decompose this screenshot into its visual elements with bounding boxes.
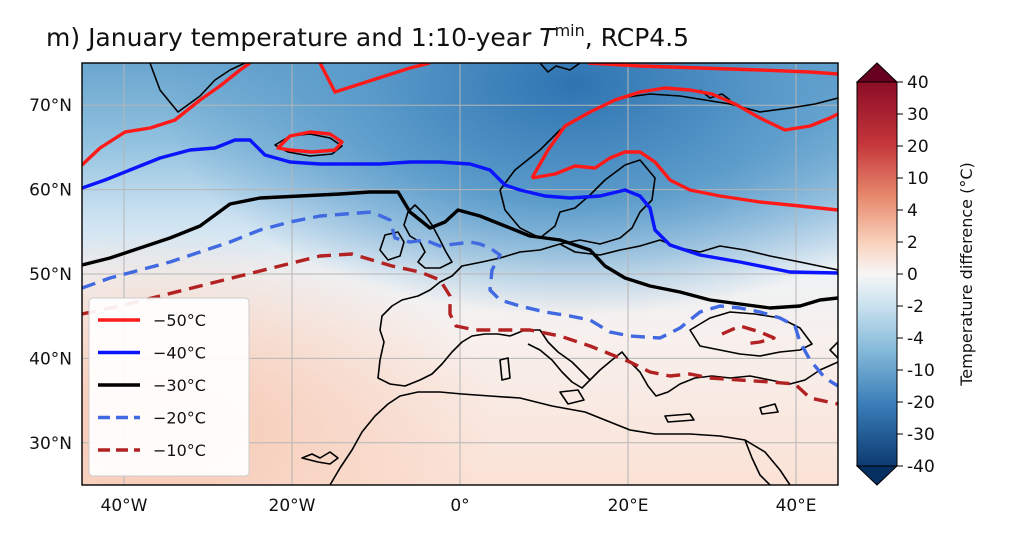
contour-minus40: [82, 138, 838, 275]
colorbar-tick-label: 20: [907, 137, 929, 157]
legend-entry: −40°C: [98, 344, 206, 363]
contour-minus20: [82, 210, 838, 388]
coast-canary: [301, 451, 339, 465]
legend-label: −10°C: [153, 441, 206, 460]
coast-europe-west: [377, 243, 561, 387]
legend-label: −50°C: [153, 311, 206, 330]
isotherm-contours: [82, 63, 838, 406]
lat-tick-label: 70°N: [29, 96, 72, 116]
contour-minus50-iceland: [276, 130, 344, 154]
coast-caspian: [829, 341, 838, 359]
coast-north-africa: [329, 391, 791, 485]
lat-tick-label: 40°N: [29, 349, 72, 369]
colorbar-tick-label: 4: [907, 201, 918, 221]
colorbar-tick-label: 40: [907, 73, 929, 93]
lon-tick-label: 20°E: [608, 496, 649, 516]
contour-minus50-west: [82, 63, 251, 167]
coast-sicily: [559, 389, 585, 405]
contour-minus10-blacksea: [721, 324, 776, 346]
lon-tick-label: 40°W: [101, 496, 148, 516]
coast-balkans: [589, 351, 838, 397]
coast-greenland: [149, 63, 246, 113]
map-frame: [81, 62, 839, 486]
figure-title: m) January temperature and 1:10-year Tmi…: [46, 21, 689, 52]
lat-tick-label: 50°N: [29, 265, 72, 285]
legend-entry: −20°C: [98, 409, 206, 428]
coast-italy: [509, 329, 591, 389]
coast-sardinia: [499, 357, 511, 381]
coast-cyprus: [759, 403, 779, 415]
colorbar-tick-label: -20: [907, 393, 935, 413]
lat-tick-label: 60°N: [29, 181, 72, 201]
contour-minus30: [82, 190, 838, 310]
legend-entry: −50°C: [98, 311, 206, 330]
legend: −50°C −40°C −30°C −20°C −10°C: [88, 297, 250, 477]
colorbar-label: Temperature difference (°C): [957, 162, 976, 387]
contour-minus50-fennoscandia: [531, 150, 838, 212]
colorbar-tick-label: -30: [907, 425, 935, 445]
colorbar-tick-label: -4: [907, 329, 924, 349]
legend-label: −30°C: [153, 376, 206, 395]
colorbar-tick-label: 0: [907, 265, 918, 285]
coast-black-sea: [689, 311, 813, 357]
coast-crete: [664, 413, 695, 423]
contour-minus10: [82, 252, 838, 406]
legend-label: −20°C: [153, 409, 206, 428]
colorbar-tick-label: -2: [907, 297, 924, 317]
colorbar-max-extension: [855, 62, 899, 83]
coast-ireland: [379, 231, 405, 261]
colorbar-tick-label: -40: [907, 457, 935, 477]
legend-entry: −30°C: [98, 376, 206, 395]
colorbar-ramp: [856, 81, 898, 467]
coast-great-britain: [403, 204, 453, 269]
legend-label: −40°C: [153, 344, 206, 363]
lon-tick-labels: 40°W 20°W 0° 20°E 40°E: [101, 496, 817, 516]
colorbar-tick-label: 30: [907, 105, 929, 125]
colorbar-tick-label: -10: [907, 361, 935, 381]
colorbar-tick-label: 2: [907, 233, 918, 253]
contour-minus50-scandinavia: [530, 86, 838, 179]
lon-tick-label: 20°W: [269, 496, 316, 516]
lat-tick-labels: 70°N 60°N 50°N 40°N 30°N: [29, 96, 72, 454]
contour-minus50-arctic: [587, 63, 838, 76]
lon-tick-label: 0°: [450, 496, 469, 516]
coast-scandinavia: [499, 93, 838, 191]
coast-svalbard: [539, 63, 581, 73]
map-area: [82, 63, 838, 485]
contour-minus50-north: [318, 63, 431, 94]
colorbar-tick-label: 10: [907, 169, 929, 189]
colorbar-min-extension: [855, 465, 899, 486]
legend-box: [88, 297, 250, 477]
coast-levant: [744, 439, 771, 485]
lon-tick-label: 40°E: [776, 496, 817, 516]
legend-entry: −10°C: [98, 441, 206, 460]
lat-tick-label: 30°N: [29, 434, 72, 454]
